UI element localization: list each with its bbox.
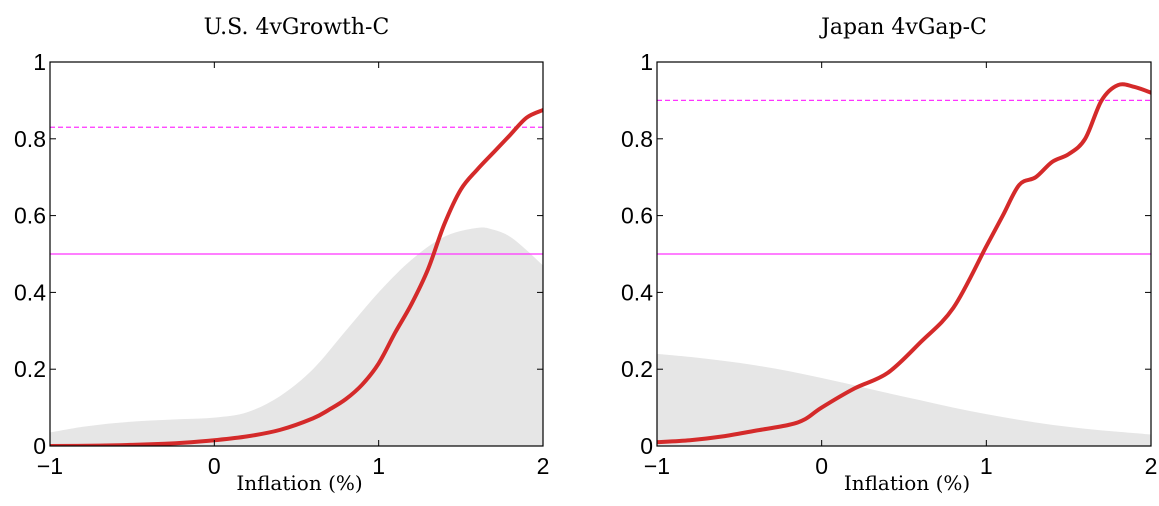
y-tick-label: 0.6	[621, 203, 653, 229]
density-area	[657, 353, 1151, 446]
y-tick-label: 1	[33, 49, 46, 75]
chart-panel-japan: Japan 4vGap-C Inflation (%) −1 0 1 200.20.4…	[621, 15, 1157, 495]
x-tick-label: 2	[537, 453, 550, 479]
x-tick-label: 1	[980, 453, 993, 479]
x-tick-label: 1	[372, 453, 385, 479]
y-tick-label: 0	[33, 433, 46, 459]
y-tick-label: 0.2	[621, 356, 653, 382]
y-tick-label: 0	[640, 433, 653, 459]
chart-title: U.S. 4vGrowth-C	[204, 15, 390, 40]
x-axis-label: Inflation (%)	[844, 471, 970, 495]
axes-frame	[49, 61, 544, 447]
y-tick-label: 0.6	[14, 203, 46, 229]
x-tick-label: 0	[815, 453, 828, 479]
y-tick-label: 0.8	[14, 126, 46, 152]
x-tick-label: 2	[1145, 453, 1158, 479]
y-tick-label: 0.4	[621, 279, 653, 305]
axes-frame	[656, 61, 1152, 447]
probability-line	[657, 82, 1151, 445]
chart-title: Japan 4vGap-C	[819, 15, 987, 40]
y-tick-label: 1	[640, 49, 653, 75]
plot-area	[50, 108, 543, 446]
x-tick-label: −1	[644, 453, 670, 479]
x-tick-label: −1	[37, 453, 63, 479]
y-tick-label: 0.8	[621, 126, 653, 152]
x-axis-label: Inflation (%)	[236, 471, 362, 495]
y-tick-label: 0.2	[14, 356, 46, 382]
plot-area	[657, 82, 1151, 446]
probability-line	[50, 108, 543, 446]
y-tick-label: 0.4	[14, 279, 46, 305]
x-tick-label: 0	[208, 453, 221, 479]
chart-panel-us: U.S. 4vGrowth-C Inflation (%) −1 0 1 200.20…	[14, 15, 549, 495]
density-area	[50, 227, 543, 446]
